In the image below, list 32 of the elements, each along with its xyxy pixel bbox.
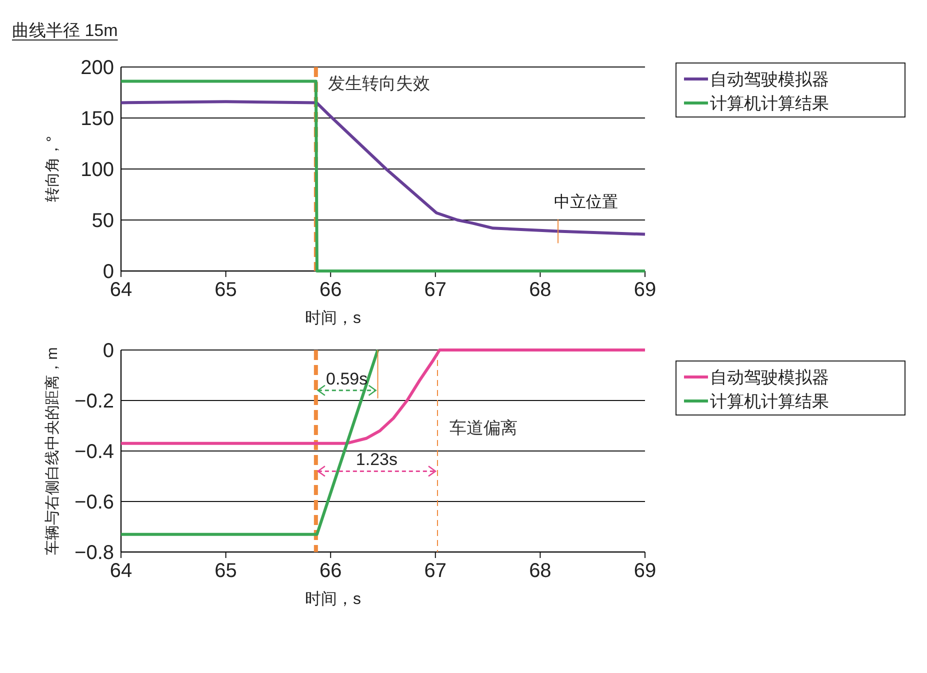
annotation: 1.23s — [356, 450, 398, 470]
y-tick-label: 0 — [102, 340, 114, 362]
y-tick-label: 50 — [92, 210, 114, 232]
x-tick-label: 67 — [424, 279, 447, 301]
y-tick-label: −0.4 — [74, 441, 114, 463]
legend-label: 计算机计算结果 — [710, 392, 829, 411]
x-tick-label: 66 — [319, 560, 342, 582]
x-tick-label: 69 — [634, 560, 656, 582]
y-tick-label: −0.6 — [74, 492, 114, 514]
legend-label: 自动驾驶模拟器 — [710, 70, 829, 89]
y-tick-label: 100 — [80, 159, 114, 181]
chart-title: 曲线半径 15m — [12, 21, 118, 40]
annotation: 0.59s — [326, 369, 368, 388]
annotation: 中立位置 — [554, 193, 618, 212]
x-tick-label: 69 — [634, 279, 656, 301]
ref-line-label: 发生转向失效 — [328, 74, 430, 93]
x-tick-label: 66 — [319, 279, 342, 301]
legend-label: 计算机计算结果 — [710, 94, 829, 113]
ref-line-label: 车道偏离 — [449, 418, 518, 438]
y-tick-label: 150 — [80, 108, 114, 130]
y-axis-title: 转向角，° — [44, 136, 61, 202]
x-tick-label: 68 — [529, 279, 552, 301]
y-axis-title: 车辆与右侧白线中央的距离，m — [44, 347, 61, 555]
x-tick-label: 65 — [214, 279, 237, 301]
y-tick-label: −0.2 — [74, 390, 114, 412]
y-tick-label: 200 — [80, 57, 114, 79]
x-tick-label: 65 — [214, 560, 237, 582]
x-tick-label: 68 — [529, 560, 552, 582]
x-axis-title: 时间，s — [305, 590, 361, 608]
x-axis-title: 时间，s — [305, 309, 361, 327]
legend-label: 自动驾驶模拟器 — [710, 368, 829, 387]
x-tick-label: 67 — [424, 560, 447, 582]
